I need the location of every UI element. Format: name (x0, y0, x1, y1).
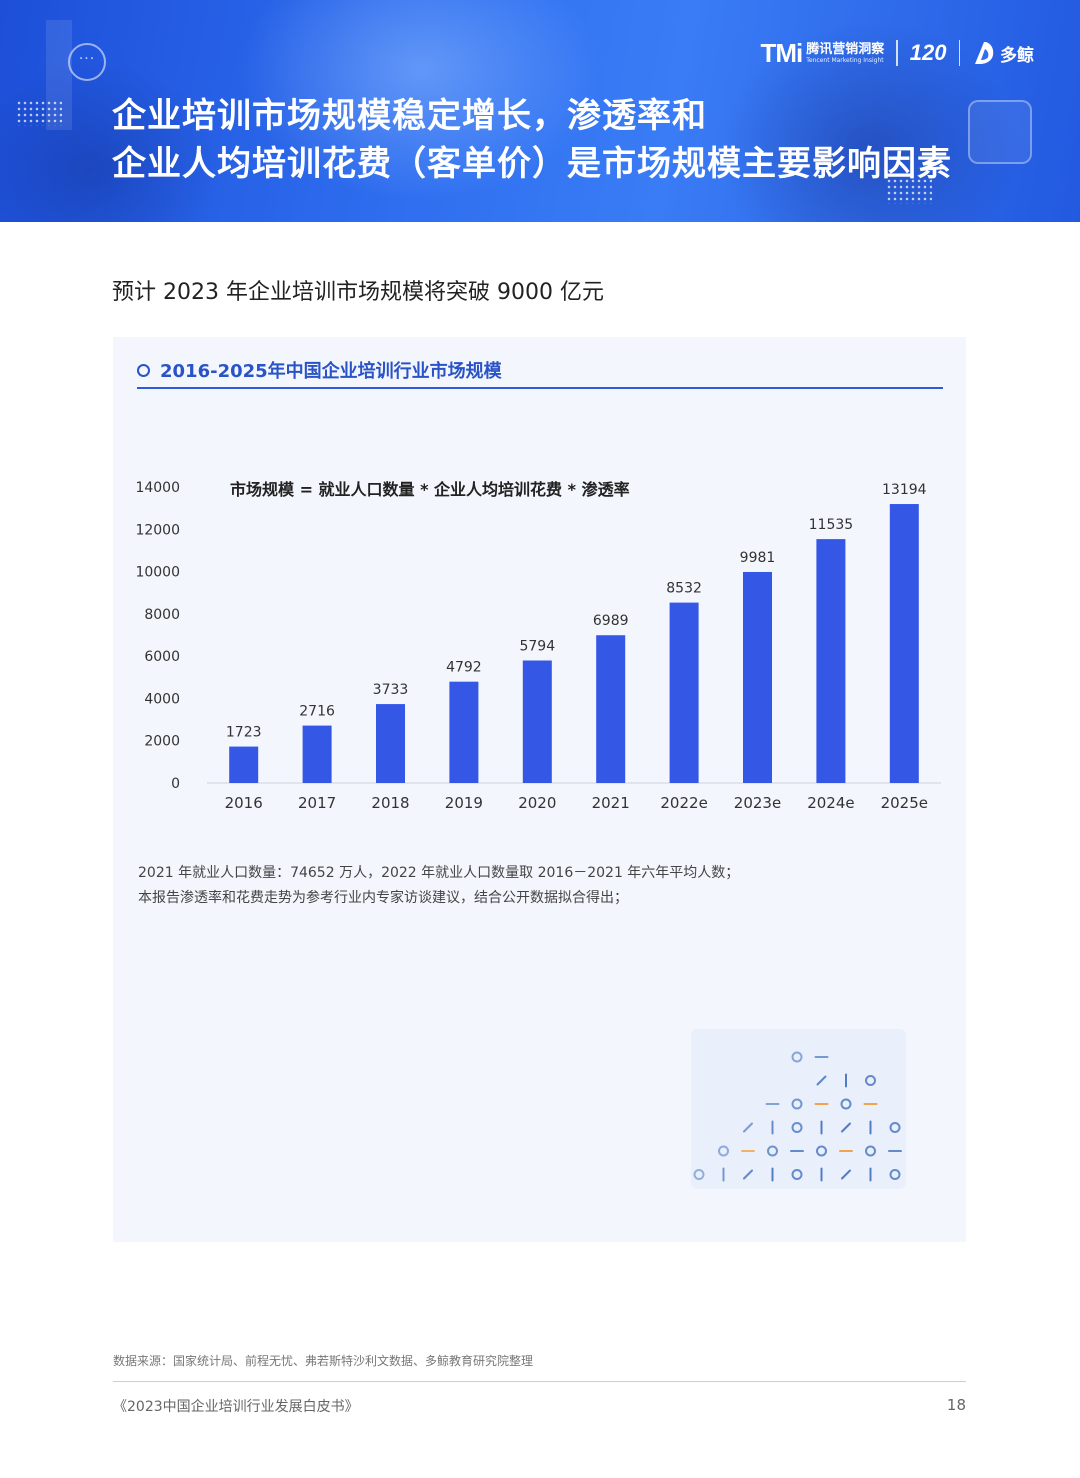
footer-divider (113, 1381, 966, 1382)
y-tick-label: 0 (171, 776, 180, 792)
deco-stroke (841, 1169, 851, 1180)
x-tick-label: 2016 (225, 794, 263, 812)
duojing-logo-text: 多鲸 (1000, 45, 1034, 66)
deco-circle (840, 1098, 852, 1110)
tmi-en-text: Tencent Marketing Insight (806, 56, 884, 64)
deco-circle (791, 1122, 803, 1133)
bar (596, 635, 626, 783)
duojing-logo-icon (975, 42, 994, 64)
data-label: 9981 (740, 550, 776, 566)
banner-glow (720, 20, 1020, 222)
deco-circle (889, 1122, 901, 1133)
bar (229, 746, 259, 783)
bar (743, 571, 772, 783)
deco-circle (718, 1145, 729, 1157)
y-tick-label: 14000 (135, 480, 180, 496)
deco-circle (791, 1098, 803, 1110)
partner-logos: TMi 腾讯营销洞察 Tencent Marketing Insight 120… (761, 36, 1035, 70)
bar (449, 681, 479, 783)
logo-divider (958, 40, 960, 66)
data-label: 4792 (446, 660, 482, 676)
bar (522, 660, 552, 783)
data-label: 2716 (299, 704, 335, 720)
bar (816, 539, 846, 783)
deco-circle (767, 1145, 778, 1157)
page-title: 企业培训市场规模稳定增长，渗透率和 企业人均培训花费（客单价）是市场规模主要影响… (112, 92, 952, 188)
y-tick-label: 2000 (144, 734, 180, 750)
page-number: 18 (946, 1396, 966, 1414)
deco-circle (865, 1145, 876, 1157)
deco-circle (816, 1145, 827, 1157)
logo-divider (896, 40, 898, 66)
anniversary-logo: 120 (909, 40, 947, 65)
deco-circle (693, 1169, 705, 1180)
tmi-logo-text: 腾讯营销洞察 Tencent Marketing Insight (806, 43, 884, 64)
chart-panel: 2016-2025年中国企业培训行业市场规模 0 2000 4000 6000 8000… (113, 337, 966, 1242)
banner-glow (240, 0, 600, 200)
bar (669, 602, 699, 783)
circle-bullet-icon (137, 363, 150, 377)
deco-stroke (743, 1122, 753, 1133)
data-label: 1723 (226, 725, 262, 741)
deco-circle (889, 1169, 901, 1180)
x-tick-label: 2017 (298, 794, 336, 812)
chart-title-text: 2016-2025年中国企业培训行业市场规模 (160, 361, 502, 382)
deco-circle (791, 1169, 803, 1180)
chart-note-1: 2021 年就业人口数量：74652 万人，2022 年就业人口数量取 2016… (138, 865, 740, 881)
data-label: 6989 (593, 613, 629, 629)
bar (889, 504, 919, 783)
deco-stroke (816, 1075, 827, 1086)
chat-bubble-icon (68, 43, 106, 81)
y-tick-label: 10000 (135, 565, 180, 581)
deco-stroke (841, 1122, 851, 1133)
title-line-1: 企业培训市场规模稳定增长，渗透率和 (112, 96, 707, 136)
x-tick-label: 2024e (807, 794, 854, 812)
x-tick-label: 2022e (660, 794, 707, 812)
data-label: 3733 (373, 682, 409, 698)
y-tick-label: 12000 (135, 522, 180, 538)
decorative-symbol-grid (691, 1029, 906, 1189)
chart-title: 2016-2025年中国企业培训行业市场规模 (137, 357, 502, 383)
deco-stroke (743, 1169, 753, 1180)
header-banner: 企业培训市场规模稳定增长，渗透率和 企业人均培训花费（客单价）是市场规模主要影响… (0, 0, 1080, 222)
tmi-cn-text: 腾讯营销洞察 (806, 41, 885, 57)
chart-annotation: 市场规模 = 就业人口数量 * 企业人均培训花费 * 渗透率 (230, 480, 630, 499)
title-line-2: 企业人均培训花费（客单价）是市场规模主要影响因素 (112, 144, 952, 184)
data-label: 13194 (882, 482, 927, 498)
dot-grid-decor (16, 100, 62, 126)
dot-grid-decor (886, 178, 932, 204)
x-tick-label: 2025e (881, 794, 928, 812)
y-tick-label: 4000 (144, 691, 180, 707)
x-tick-label: 2019 (445, 794, 483, 812)
chart-note-2: 本报告渗透率和花费走势为参考行业内专家访谈建议，结合公开数据拟合得出； (138, 890, 628, 906)
deco-circle (791, 1051, 803, 1063)
title-underline (137, 387, 943, 389)
data-source: 数据来源：国家统计局、前程无忧、弗若斯特沙利文数据、多鲸教育研究院整理 (113, 1354, 534, 1368)
y-tick-label: 8000 (144, 607, 180, 623)
x-tick-label: 2021 (592, 794, 630, 812)
section-subtitle: 预计 2023 年企业培训市场规模将突破 9000 亿元 (112, 280, 604, 305)
deco-circle (865, 1075, 876, 1086)
data-label: 8532 (666, 581, 702, 597)
data-label: 11535 (809, 517, 854, 533)
bar (302, 725, 332, 783)
market-size-bar-chart: 0 2000 4000 6000 8000 10000 12000 14000 1723 2016… (135, 480, 941, 812)
x-tick-label: 2018 (371, 794, 409, 812)
bar (376, 704, 405, 783)
data-label: 5794 (519, 638, 555, 654)
x-tick-label: 2020 (518, 794, 556, 812)
x-tick-label: 2023e (734, 794, 781, 812)
book-icon (968, 100, 1032, 164)
tmi-logo: TMi (760, 37, 804, 68)
report-title: 《2023中国企业培训行业发展白皮书》 (113, 1399, 359, 1415)
y-tick-label: 6000 (144, 649, 180, 665)
